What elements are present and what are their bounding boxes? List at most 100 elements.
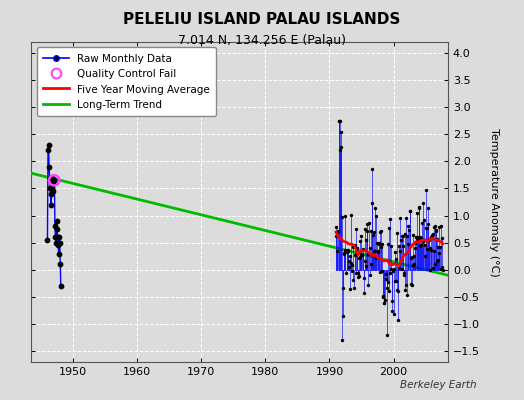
Point: [49, 188, 58, 194]
Point: [433, 258, 441, 264]
Point: [376, 269, 384, 276]
Point: [434, 257, 443, 263]
Point: [368, 200, 376, 206]
Point: [54, 250, 63, 257]
Text: PELELIU ISLAND PALAU ISLANDS: PELELIU ISLAND PALAU ISLANDS: [123, 12, 401, 27]
Point: [373, 248, 381, 254]
Point: [47, 191, 55, 197]
Point: [46, 174, 54, 181]
Point: [385, 224, 393, 231]
Point: [366, 245, 374, 251]
Point: [378, 268, 386, 274]
Point: [54, 242, 62, 248]
Point: [373, 240, 381, 246]
Point: [437, 223, 445, 229]
Point: [368, 232, 377, 238]
Point: [359, 275, 368, 281]
Point: [56, 240, 64, 246]
Point: [413, 235, 421, 242]
Point: [433, 236, 442, 242]
Point: [384, 240, 392, 247]
Point: [345, 264, 353, 270]
Point: [344, 247, 352, 253]
Point: [416, 243, 424, 250]
Point: [391, 256, 400, 262]
Point: [407, 281, 416, 287]
Point: [417, 235, 425, 242]
Point: [51, 223, 59, 230]
Point: [346, 286, 354, 292]
Point: [400, 230, 409, 237]
Point: [341, 246, 349, 253]
Point: [396, 215, 404, 221]
Text: 7.014 N, 134.256 E (Palau): 7.014 N, 134.256 E (Palau): [178, 34, 346, 47]
Point: [50, 177, 58, 184]
Point: [341, 213, 350, 219]
Point: [361, 226, 369, 232]
Point: [351, 242, 359, 248]
Point: [332, 224, 341, 231]
Point: [370, 248, 379, 254]
Point: [435, 250, 443, 256]
Point: [389, 268, 397, 274]
Point: [53, 234, 62, 240]
Point: [425, 244, 434, 251]
Point: [354, 274, 363, 280]
Point: [365, 272, 374, 278]
Point: [419, 237, 427, 244]
Point: [399, 242, 407, 249]
Point: [347, 260, 356, 266]
Point: [422, 187, 430, 194]
Point: [49, 180, 57, 186]
Point: [428, 231, 436, 237]
Point: [44, 147, 52, 154]
Point: [337, 144, 345, 150]
Point: [427, 234, 435, 240]
Point: [377, 228, 385, 234]
Point: [348, 262, 356, 268]
Point: [380, 300, 389, 306]
Point: [388, 298, 397, 304]
Point: [393, 286, 401, 293]
Point: [359, 247, 367, 254]
Point: [51, 234, 60, 240]
Point: [392, 230, 401, 236]
Point: [355, 273, 364, 279]
Point: [363, 227, 371, 234]
Point: [428, 231, 436, 238]
Point: [364, 251, 372, 257]
Point: [372, 254, 380, 261]
Point: [403, 292, 412, 298]
Point: [414, 234, 422, 240]
Point: [390, 311, 398, 318]
Point: [412, 210, 421, 216]
Point: [50, 177, 58, 184]
Point: [436, 244, 444, 250]
Point: [401, 215, 410, 221]
Y-axis label: Temperature Anomaly (°C): Temperature Anomaly (°C): [489, 128, 499, 276]
Point: [408, 282, 417, 288]
Point: [403, 232, 411, 239]
Point: [57, 283, 65, 289]
Point: [56, 261, 64, 268]
Point: [351, 251, 359, 258]
Point: [411, 240, 420, 246]
Point: [438, 263, 446, 270]
Point: [378, 240, 387, 247]
Point: [50, 177, 59, 184]
Point: [406, 208, 414, 214]
Point: [398, 233, 406, 239]
Point: [334, 228, 342, 234]
Point: [395, 264, 403, 271]
Point: [350, 277, 358, 283]
Point: [421, 225, 430, 231]
Point: [383, 284, 391, 291]
Point: [406, 208, 414, 214]
Point: [394, 288, 402, 294]
Point: [335, 118, 344, 124]
Point: [416, 234, 424, 240]
Point: [438, 234, 446, 241]
Point: [402, 282, 411, 288]
Point: [439, 267, 447, 274]
Point: [390, 249, 399, 255]
